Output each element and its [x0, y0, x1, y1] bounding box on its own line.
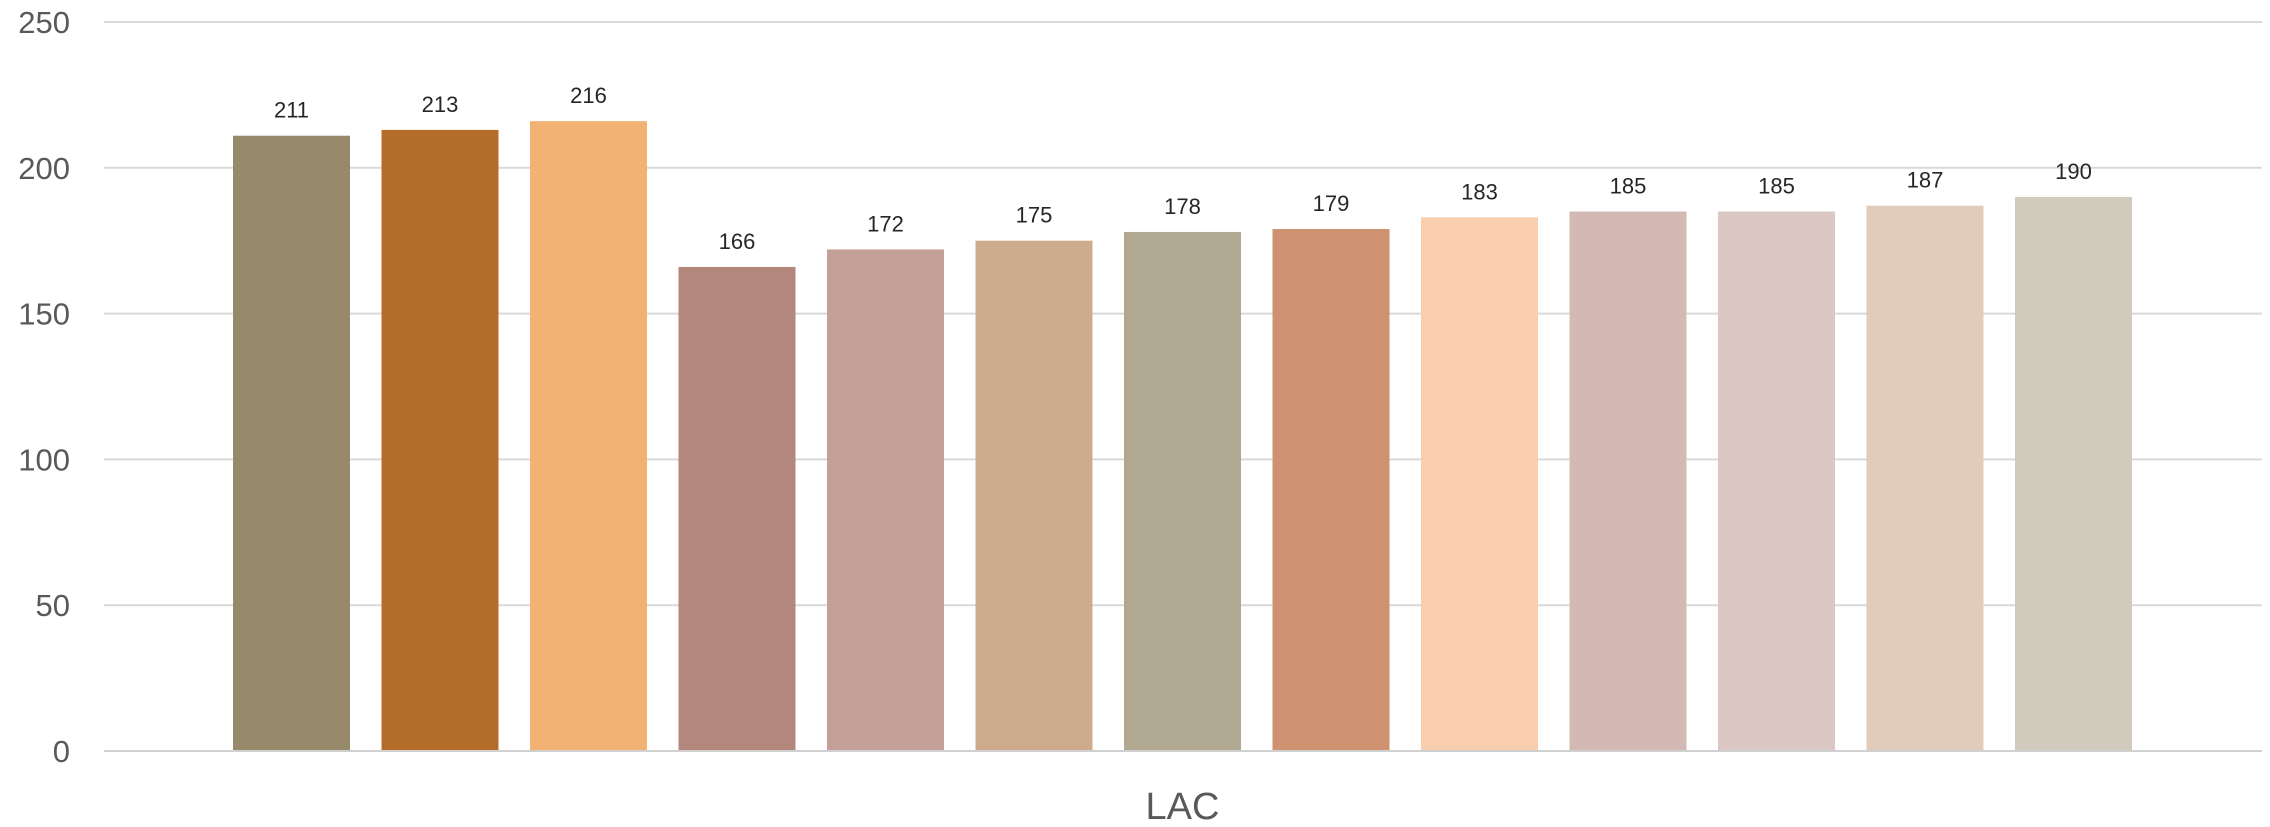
data-label-8: 179: [1313, 191, 1350, 216]
data-label-12: 187: [1907, 168, 1944, 193]
bar-6: [975, 240, 1093, 751]
data-label-4: 166: [719, 229, 756, 254]
bar-12: [1866, 205, 1984, 751]
data-label-7: 178: [1164, 194, 1201, 219]
y-tick-label: 150: [18, 297, 70, 332]
data-label-6: 175: [1016, 203, 1053, 228]
y-tick-label: 50: [36, 588, 70, 623]
bar-13: [2015, 196, 2132, 751]
data-label-1: 211: [274, 98, 309, 123]
data-label-9: 183: [1461, 179, 1498, 204]
data-label-13: 190: [2055, 159, 2092, 184]
data-label-3: 216: [570, 83, 607, 108]
category-label: LAC: [1146, 786, 1220, 827]
data-label-2: 213: [422, 92, 459, 117]
y-tick-label: 100: [18, 442, 70, 477]
data-label-11: 185: [1758, 174, 1795, 199]
data-label-10: 185: [1610, 174, 1647, 199]
bar-2: [381, 129, 499, 752]
bars: [233, 121, 2132, 752]
bar-5: [827, 249, 944, 751]
bar-7: [1124, 231, 1241, 751]
y-tick-label: 0: [53, 734, 70, 769]
bar-10: [1569, 211, 1687, 752]
bar-8: [1272, 229, 1390, 751]
bar-11: [1718, 211, 1835, 752]
y-tick-label: 200: [18, 151, 70, 186]
bar-1: [233, 135, 350, 751]
bar-9: [1421, 217, 1538, 751]
y-axis-tick-labels: 0 50 100 150 200 250: [18, 5, 70, 769]
bar-3: [530, 121, 647, 752]
bar-4: [678, 266, 796, 751]
y-tick-label: 250: [18, 5, 70, 40]
data-labels: 211 213 216 166 172 175 178 179 183 185 185 187 190: [274, 83, 2092, 254]
data-label-5: 172: [867, 211, 904, 236]
